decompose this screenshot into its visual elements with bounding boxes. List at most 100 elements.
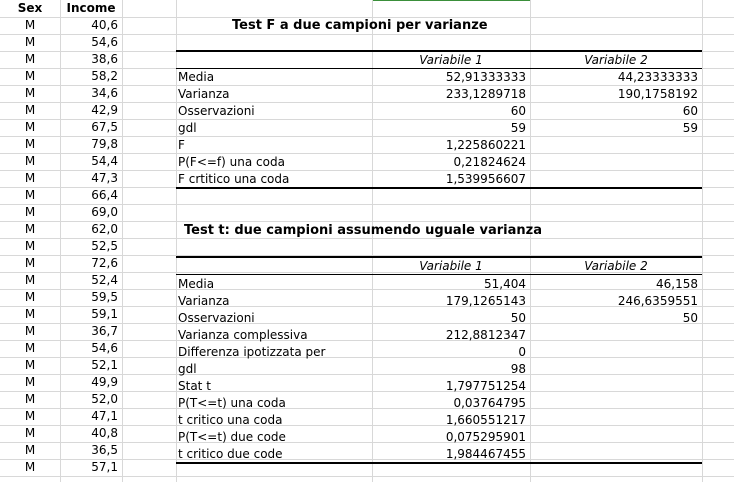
income-cell[interactable]: 52,5 (91, 239, 118, 253)
ttest-row-value-1[interactable]: 51,404 (484, 277, 526, 291)
sex-cell[interactable]: M (24, 69, 36, 83)
ttest-row-value-2[interactable] (530, 412, 702, 429)
ttest-row-label[interactable]: Stat t (178, 379, 211, 393)
sex-cell[interactable]: M (24, 290, 36, 304)
income-cell[interactable]: 40,6 (91, 18, 118, 32)
income-cell[interactable]: 79,8 (91, 137, 118, 151)
ttest-row-value-1[interactable]: 1,984467455 (445, 447, 526, 461)
sex-cell[interactable]: M (24, 86, 36, 100)
ttest-row-label[interactable]: gdl (178, 362, 197, 376)
ftest-row-value-1[interactable]: 59 (510, 121, 526, 135)
ftest-row-value-2[interactable]: 60 (682, 104, 698, 118)
header-income[interactable]: Income (66, 1, 116, 15)
income-cell[interactable]: 36,5 (91, 443, 118, 457)
income-cell[interactable]: 59,1 (91, 307, 118, 321)
ttest-row-label[interactable]: Media (178, 277, 215, 291)
ttest-row-value-1[interactable]: 0 (518, 345, 526, 359)
ftest-row-label[interactable]: F crtitico una coda (178, 172, 290, 186)
ftest-row-value-2[interactable]: 59 (682, 121, 698, 135)
ftest-row-value-1[interactable]: 1,539956607 (445, 172, 526, 186)
sex-cell[interactable]: M (24, 120, 36, 134)
sex-cell[interactable]: M (24, 188, 36, 202)
header-sex[interactable]: Sex (17, 1, 43, 15)
ttest-row-value-2[interactable] (530, 395, 702, 412)
ttest-row-value-2[interactable]: 50 (682, 311, 698, 325)
ttest-row-label[interactable]: t critico due code (178, 447, 283, 461)
ttest-row-value-2[interactable]: 246,6359551 (617, 294, 698, 308)
ttest-col1-header[interactable]: Variabile 1 (419, 259, 483, 273)
income-cell[interactable]: 47,3 (91, 171, 118, 185)
sex-cell[interactable]: M (24, 375, 36, 389)
ttest-row-value-1[interactable]: 179,1265143 (445, 294, 526, 308)
income-cell[interactable]: 34,6 (91, 86, 118, 100)
income-cell[interactable]: 58,2 (91, 69, 118, 83)
ttest-row-value-1[interactable]: 0,075295901 (445, 430, 526, 444)
ttest-row-value-1[interactable]: 98 (510, 362, 526, 376)
income-cell[interactable]: 67,5 (91, 120, 118, 134)
ftest-row-value-1[interactable]: 233,1289718 (445, 87, 526, 101)
ttest-row-label[interactable]: Varianza (178, 294, 230, 308)
ttest-row-label[interactable]: t critico una coda (178, 413, 283, 427)
sex-cell[interactable]: M (24, 273, 36, 287)
ftest-row-label[interactable]: Osservazioni (178, 104, 255, 118)
ttest-row-value-2[interactable] (530, 327, 702, 344)
income-cell[interactable]: 54,6 (91, 341, 118, 355)
ftest-row-label[interactable]: P(F<=f) una coda (178, 155, 285, 169)
income-cell[interactable]: 49,9 (91, 375, 118, 389)
sex-cell[interactable]: M (24, 392, 36, 406)
ttest-row-value-2[interactable] (530, 429, 702, 446)
sex-cell[interactable]: M (24, 154, 36, 168)
ftest-row-value-1[interactable]: 52,91333333 (445, 70, 526, 84)
ttest-row-value-1[interactable]: 0,03764795 (453, 396, 526, 410)
ftest-row-value-2[interactable] (530, 154, 702, 171)
sex-cell[interactable]: M (24, 358, 36, 372)
ftest-row-value-1[interactable]: 1,225860221 (445, 138, 526, 152)
ttest-row-value-2[interactable]: 46,158 (656, 277, 698, 291)
sex-cell[interactable]: M (24, 426, 36, 440)
sex-cell[interactable]: M (24, 307, 36, 321)
income-cell[interactable]: 52,1 (91, 358, 118, 372)
ftest-col1-header[interactable]: Variabile 1 (419, 53, 483, 67)
sex-cell[interactable]: M (24, 137, 36, 151)
income-cell[interactable]: 66,4 (91, 188, 118, 202)
income-cell[interactable]: 72,6 (91, 256, 118, 270)
sex-cell[interactable]: M (24, 205, 36, 219)
ftest-row-value-2[interactable] (530, 137, 702, 154)
ftest-row-value-2[interactable] (530, 171, 702, 188)
income-cell[interactable]: 47,1 (91, 409, 118, 423)
ttest-col2-header[interactable]: Variabile 2 (584, 259, 648, 273)
ttest-row-value-2[interactable] (530, 361, 702, 378)
ftest-col2-header[interactable]: Variabile 2 (584, 53, 648, 67)
income-cell[interactable]: 54,4 (91, 154, 118, 168)
ftest-row-value-1[interactable]: 60 (510, 104, 526, 118)
ttest-row-value-1[interactable]: 1,660551217 (445, 413, 526, 427)
sex-cell[interactable]: M (24, 171, 36, 185)
ttest-row-value-2[interactable] (530, 378, 702, 395)
sex-cell[interactable]: M (24, 239, 36, 253)
sex-cell[interactable]: M (24, 324, 36, 338)
ttest-row-label[interactable]: P(T<=t) una coda (178, 396, 286, 410)
income-cell[interactable]: 52,4 (91, 273, 118, 287)
sex-cell[interactable]: M (24, 341, 36, 355)
ftest-row-value-1[interactable]: 0,21824624 (453, 155, 526, 169)
income-cell[interactable]: 57,1 (91, 460, 118, 474)
ttest-row-value-2[interactable] (530, 344, 702, 361)
income-cell[interactable]: 69,0 (91, 205, 118, 219)
sex-cell[interactable]: M (24, 443, 36, 457)
ttest-title[interactable]: Test t: due campioni assumendo uguale va… (184, 223, 542, 238)
income-cell[interactable]: 42,9 (91, 103, 118, 117)
ftest-row-value-2[interactable]: 44,23333333 (617, 70, 698, 84)
income-cell[interactable]: 62,0 (91, 222, 118, 236)
income-cell[interactable]: 59,5 (91, 290, 118, 304)
sex-cell[interactable]: M (24, 35, 36, 49)
income-cell[interactable]: 36,7 (91, 324, 118, 338)
ftest-row-label[interactable]: gdl (178, 121, 197, 135)
ftest-row-label[interactable]: F (178, 138, 185, 152)
ttest-row-value-2[interactable] (530, 446, 702, 463)
ftest-title[interactable]: Test F a due campioni per varianze (232, 18, 488, 33)
ttest-row-value-1[interactable]: 212,8812347 (445, 328, 526, 342)
sex-cell[interactable]: M (24, 103, 36, 117)
sex-cell[interactable]: M (24, 222, 36, 236)
sex-cell[interactable]: M (24, 52, 36, 66)
ttest-row-label[interactable]: Osservazioni (178, 311, 255, 325)
